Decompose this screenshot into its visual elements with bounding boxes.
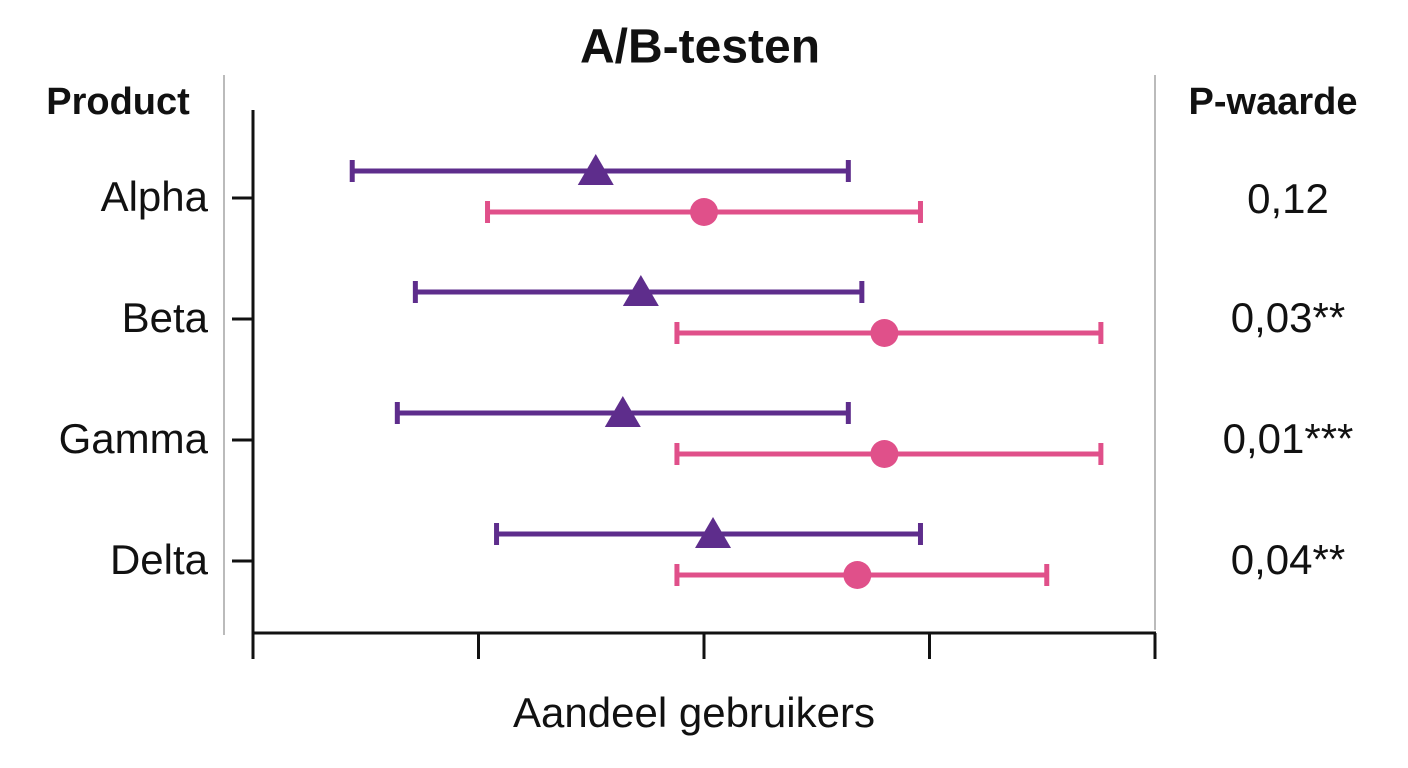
p-value: 0,04** xyxy=(1231,536,1345,583)
point xyxy=(690,198,718,226)
row-header: Product xyxy=(46,81,190,123)
point xyxy=(870,440,899,468)
point xyxy=(843,561,872,589)
p-value: 0,01*** xyxy=(1223,415,1354,462)
point xyxy=(604,396,641,427)
chart-title: A/B-testen xyxy=(580,21,820,74)
p-value: 0,03** xyxy=(1231,294,1345,341)
x-axis-label: Aandeel gebruikers xyxy=(513,689,875,736)
point xyxy=(695,517,732,548)
category-label: Gamma xyxy=(59,415,209,462)
category-label: Alpha xyxy=(101,173,209,220)
point xyxy=(622,275,659,306)
category-label: Delta xyxy=(110,536,209,583)
point xyxy=(577,154,614,185)
p-value: 0,12 xyxy=(1247,175,1329,222)
category-label: Beta xyxy=(122,294,209,341)
value-header: P-waarde xyxy=(1189,81,1358,123)
point xyxy=(870,319,899,347)
